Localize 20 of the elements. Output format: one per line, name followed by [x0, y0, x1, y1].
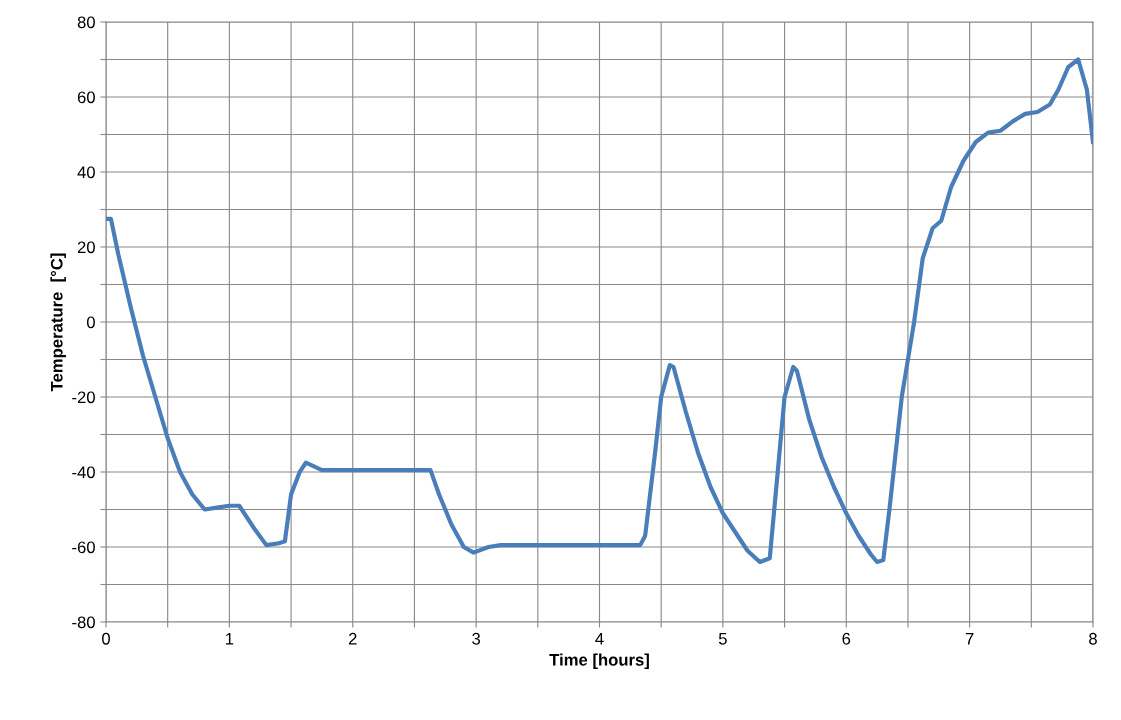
x-tick-label: 1	[226, 633, 234, 645]
x-tick-label: 4	[595, 633, 604, 645]
x-tick-label: 6	[842, 632, 851, 645]
x-tick-label: 2	[348, 632, 357, 645]
y-tick-label: 20	[77, 241, 95, 254]
x-axis-title: Time [hours]	[549, 653, 649, 670]
y-axis-title: Temperature [°C]	[50, 253, 66, 392]
y-tick-label: -60	[72, 541, 95, 554]
y-tick-label: -80	[72, 616, 95, 629]
y-tick-label: -20	[72, 391, 95, 404]
x-tick-label: 8	[1089, 632, 1097, 645]
y-tick-label: 80	[77, 16, 95, 29]
y-tick-label: 60	[77, 91, 95, 104]
y-tick-label: 40	[77, 166, 95, 179]
x-tick-label: 0	[102, 632, 110, 645]
x-tick-label: 5	[718, 633, 727, 645]
y-tick-label: -40	[72, 466, 95, 479]
x-tick-label: 3	[472, 632, 481, 645]
y-tick-label: 0	[86, 316, 95, 329]
x-tick-label: 7	[965, 633, 974, 645]
